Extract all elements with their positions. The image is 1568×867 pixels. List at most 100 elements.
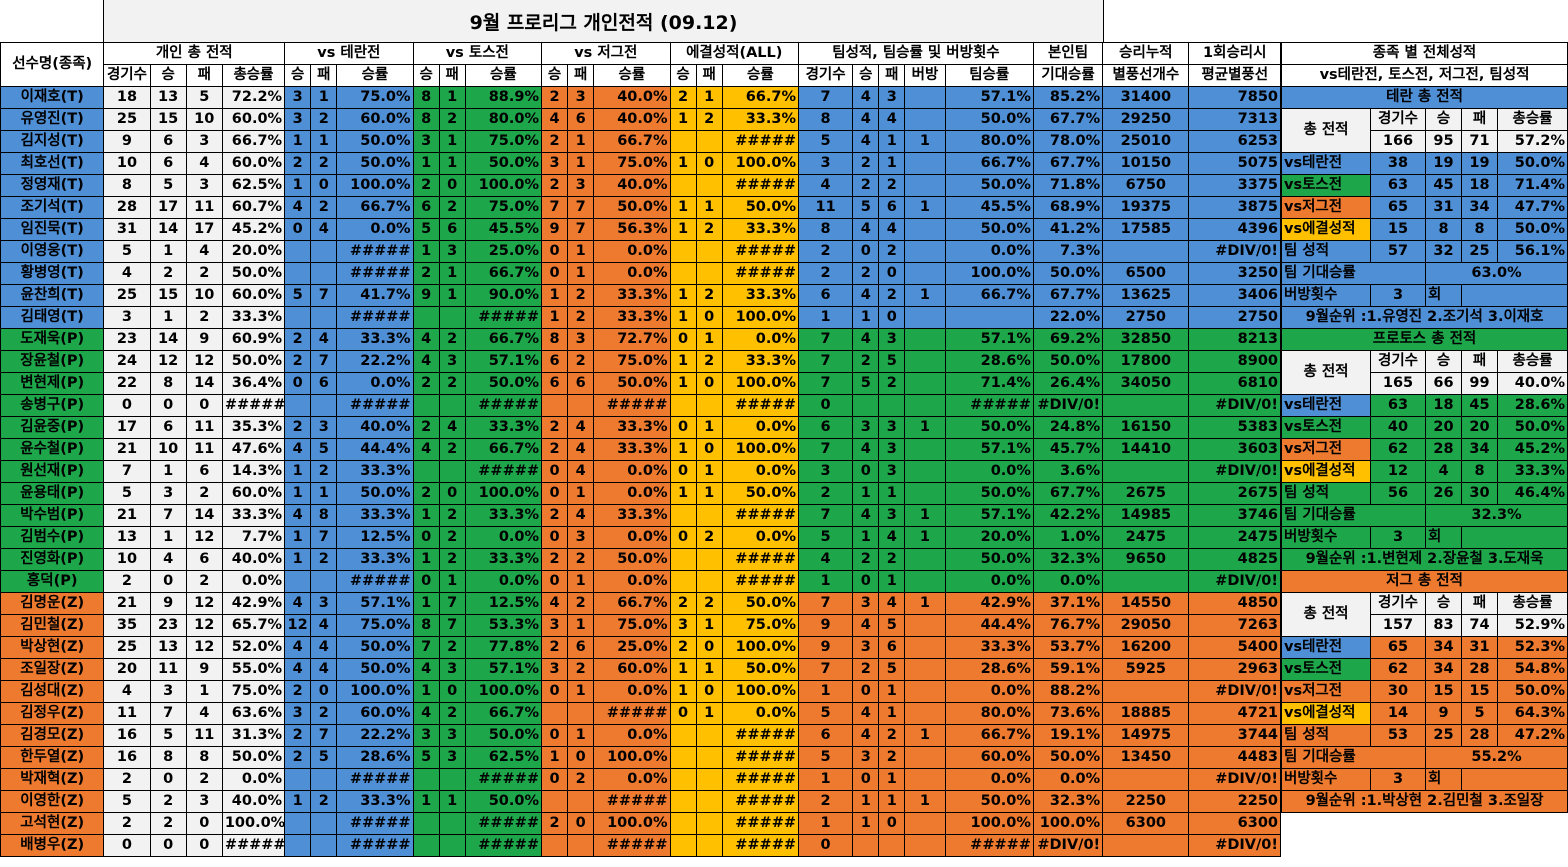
vs-p-win-cell: 1: [412, 240, 440, 263]
vs-z-win-cell: 1: [541, 746, 569, 769]
race-vs-label: vs토스전: [1281, 416, 1371, 439]
race-vs-row: vs토스전 62 34 28 54.8%: [1281, 658, 1568, 681]
team-win-cell: 3: [852, 636, 880, 659]
player-row: 박수범(P) 21 7 14 33.3% 4 8 33.3% 1 2 33.3% 2 4 33.3% ###…: [0, 504, 1281, 527]
ace-rate-cell: 66.7%: [721, 86, 800, 109]
wins-cell: 7: [149, 702, 187, 725]
sub-games: 경기수: [103, 64, 151, 87]
vs-t-rate-cell: #####: [336, 240, 414, 263]
team-win-cell: 2: [852, 174, 880, 197]
vs-p-rate-cell: 12.5%: [464, 592, 543, 615]
vs-t-loss-cell: [310, 394, 338, 417]
race-vs-value: 54.8%: [1496, 658, 1568, 681]
vs-p-win-cell: 1: [412, 592, 440, 615]
vs-t-rate-cell: 100.0%: [336, 680, 414, 703]
name-cell: 송병구(P): [0, 394, 105, 417]
team-win-cell: 4: [852, 614, 880, 637]
vs-z-win-cell: 0: [541, 262, 569, 285]
race-vs-value: 45.2%: [1496, 438, 1568, 461]
vs-p-rate-cell: 50.0%: [464, 372, 543, 395]
accum-balloons-cell: 10150: [1102, 152, 1190, 175]
avg-balloons-cell: #DIV/0!: [1188, 460, 1281, 483]
vs-z-win-cell: 2: [541, 174, 569, 197]
vs-z-win-cell: 0: [541, 526, 569, 549]
vs-p-loss-cell: 1: [438, 262, 466, 285]
team-games-cell: 1: [797, 680, 854, 703]
header-accum: 승리누적: [1102, 42, 1190, 65]
total-rate-cell: 52.0%: [221, 636, 286, 659]
vs-p-rate-cell: 45.5%: [464, 218, 543, 241]
team-value: 32: [1425, 240, 1462, 263]
name-cell: 조기석(T): [0, 196, 105, 219]
ace-win-cell: 2: [669, 86, 697, 109]
vs-p-loss-cell: [438, 768, 466, 791]
team-games-cell: 0: [797, 834, 854, 857]
team-loss-cell: 1: [878, 152, 906, 175]
total-value: 95: [1425, 130, 1462, 153]
race-vs-label: vs토스전: [1281, 174, 1371, 197]
vs-p-win-cell: 2: [412, 262, 440, 285]
vs-z-win-cell: 4: [541, 108, 569, 131]
bb-count-cell: [904, 174, 946, 197]
race-vs-value: 8: [1425, 218, 1462, 241]
vs-z-loss-cell: 1: [567, 130, 595, 153]
games-cell: 2: [103, 570, 151, 593]
vs-z-loss-cell: 2: [567, 306, 595, 329]
team-rate-cell: 20.0%: [944, 526, 1034, 549]
total-value: 66: [1425, 372, 1462, 395]
vs-z-loss-cell: 0: [567, 746, 595, 769]
team-win-cell: 2: [852, 152, 880, 175]
games-cell: 21: [103, 592, 151, 615]
expected-rate-cell: 100.0%: [1032, 812, 1104, 835]
race-vs-label: vs저그전: [1281, 196, 1371, 219]
name-cell: 황병영(T): [0, 262, 105, 285]
vs-t-loss-cell: 4: [310, 658, 338, 681]
bb-count-cell: [904, 152, 946, 175]
vs-p-rate-cell: 88.9%: [464, 86, 543, 109]
games-cell: 18: [103, 86, 151, 109]
vs-p-loss-cell: 0: [438, 680, 466, 703]
vs-p-loss-cell: [438, 306, 466, 329]
team-loss-cell: 3: [878, 460, 906, 483]
vs-t-rate-cell: 33.3%: [336, 328, 414, 351]
ace-rate-cell: 100.0%: [721, 680, 800, 703]
vs-p-loss-cell: 2: [438, 504, 466, 527]
bb-count-cell: [904, 746, 946, 769]
vs-z-loss-cell: 4: [567, 460, 595, 483]
name-cell: 한두열(Z): [0, 746, 105, 769]
avg-balloons-cell: #DIV/0!: [1188, 394, 1281, 417]
team-loss-cell: 0: [878, 812, 906, 835]
ace-loss-cell: 2: [695, 526, 723, 549]
ace-loss-cell: [695, 834, 723, 857]
team-loss-cell: 4: [878, 218, 906, 241]
accum-balloons-cell: [1102, 680, 1190, 703]
vs-p-rate-cell: 0.0%: [464, 570, 543, 593]
ace-rate-cell: 33.3%: [721, 108, 800, 131]
vs-t-loss-cell: [310, 262, 338, 285]
ace-win-cell: 1: [669, 108, 697, 131]
team-rate-cell: #####: [944, 394, 1034, 417]
player-row: 김윤중(P) 17 6 11 35.3% 2 3 40.0% 2 4 33.3% 2 4 33.3% 0 1 0…: [0, 416, 1281, 439]
games-cell: 5: [103, 790, 151, 813]
team-rate-cell: 80.0%: [944, 130, 1034, 153]
bb-count-cell: [904, 240, 946, 263]
bb-count-cell: [904, 834, 946, 857]
expected-value: 32.3%: [1424, 504, 1568, 527]
vs-p-rate-cell: 100.0%: [464, 174, 543, 197]
expected-rate-cell: 67.7%: [1032, 152, 1104, 175]
team-games-cell: 6: [797, 724, 854, 747]
games-cell: 0: [103, 394, 151, 417]
games-cell: 2: [103, 812, 151, 835]
total-rate-cell: 72.2%: [221, 86, 286, 109]
expected-rate-cell: 50.0%: [1032, 746, 1104, 769]
team-loss-cell: 1: [878, 768, 906, 791]
expected-rate-cell: 67.7%: [1032, 284, 1104, 307]
ace-win-cell: 0: [669, 416, 697, 439]
race-team-row: 팀 성적 53 25 28 47.2%: [1281, 724, 1568, 747]
vs-p-rate-cell: 66.7%: [464, 328, 543, 351]
bb-count-cell: 1: [904, 724, 946, 747]
accum-balloons-cell: 5925: [1102, 658, 1190, 681]
vs-z-win-cell: 2: [541, 416, 569, 439]
header-total: 개인 총 전적: [103, 42, 286, 65]
vs-z-loss-cell: 1: [567, 240, 595, 263]
